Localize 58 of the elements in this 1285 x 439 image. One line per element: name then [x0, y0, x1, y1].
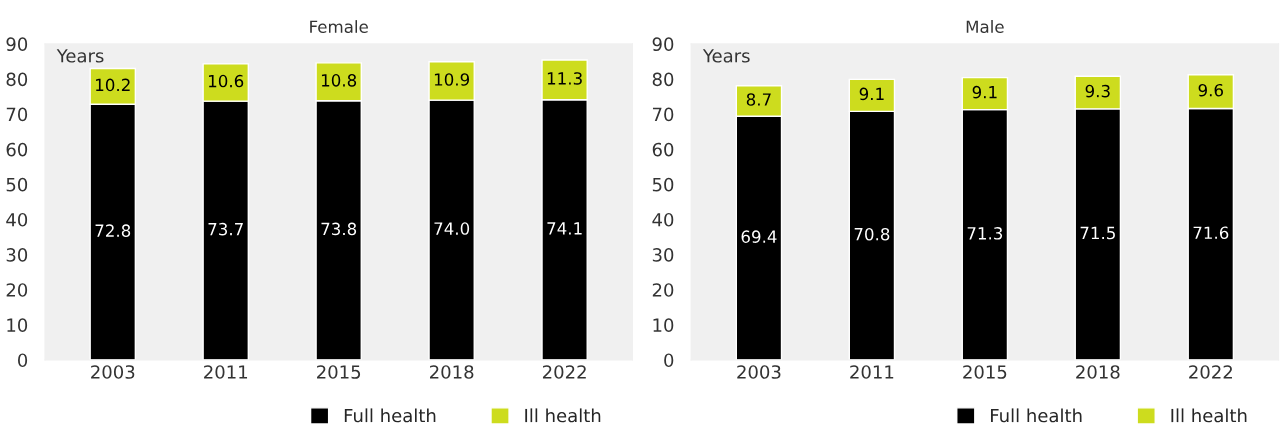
data-label: 9.1 [859, 87, 884, 101]
data-label: 73.7 [208, 222, 243, 236]
data-label: 8.7 [746, 93, 771, 106]
data-label: 9.3 [1085, 84, 1110, 98]
legend-label: Ill health [525, 408, 601, 423]
legend-label: Full health [991, 408, 1082, 423]
y-tick-label: 50 [652, 177, 674, 192]
y-tick-label: 20 [6, 283, 28, 297]
legend-label: Ill health [1171, 408, 1247, 423]
data-label: 71.6 [1193, 226, 1229, 240]
y-tick-label: 30 [6, 248, 28, 262]
data-label: 74.0 [434, 222, 470, 235]
x-tick-label: 2011 [204, 365, 248, 379]
y-axis-title: Years [702, 49, 750, 63]
y-tick-label: 60 [6, 142, 28, 157]
y-tick-label: 70 [652, 107, 674, 122]
chart-title: Female [310, 20, 368, 34]
y-tick-label: 80 [6, 72, 28, 87]
data-label: 71.5 [1080, 226, 1115, 240]
x-tick-label: 2022 [1189, 365, 1232, 379]
y-tick-label: 60 [652, 142, 674, 157]
y-tick-label: 90 [6, 37, 28, 52]
y-axis-title: Years [56, 49, 104, 63]
y-tick-label: 10 [7, 318, 28, 332]
x-tick-label: 2003 [737, 365, 781, 379]
chart-title: Male [966, 20, 1004, 34]
data-label: 10.9 [434, 73, 470, 86]
data-label: 10.6 [209, 74, 244, 88]
x-tick-label: 2018 [430, 365, 474, 379]
y-tick-label: 0 [18, 353, 28, 368]
x-tick-label: 2015 [317, 365, 361, 379]
data-label: 74.1 [547, 222, 582, 235]
y-tick-label: 70 [6, 107, 28, 122]
y-tick-label: 40 [652, 212, 674, 227]
data-label: 70.8 [854, 227, 890, 241]
data-label: 73.8 [321, 222, 357, 236]
x-tick-label: 2022 [542, 365, 586, 379]
y-tick-label: 50 [6, 177, 28, 192]
data-label: 11.3 [547, 72, 582, 85]
y-tick-label: 30 [652, 248, 674, 262]
y-tick-label: 10 [653, 318, 674, 332]
x-tick-label: 2003 [91, 365, 135, 379]
y-tick-label: 90 [652, 37, 674, 52]
y-tick-label: 20 [652, 283, 674, 297]
data-label: 9.1 [972, 85, 997, 99]
data-label: 10.2 [96, 78, 130, 92]
data-label: 69.4 [741, 230, 777, 243]
y-tick-label: 0 [664, 353, 674, 368]
data-label: 72.8 [95, 224, 131, 237]
x-tick-label: 2011 [850, 365, 894, 379]
y-tick-label: 40 [6, 212, 28, 227]
data-label: 9.6 [1198, 83, 1223, 97]
x-tick-label: 2015 [963, 365, 1007, 379]
x-tick-label: 2018 [1076, 365, 1120, 379]
data-label: 10.8 [321, 74, 357, 87]
data-label: 71.3 [967, 227, 1003, 240]
y-tick-label: 80 [652, 72, 674, 87]
legend-label: Full health [344, 408, 436, 423]
